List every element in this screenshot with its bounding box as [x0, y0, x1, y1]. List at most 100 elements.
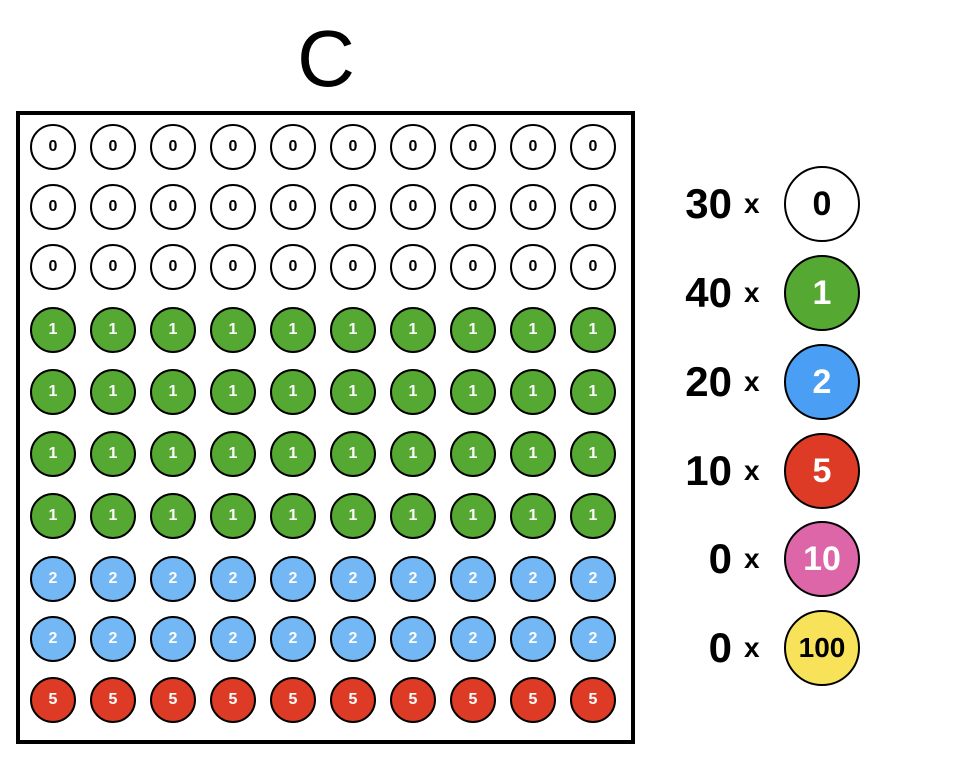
legend-ball-1: 1 [784, 255, 860, 331]
ball-2: 2 [390, 556, 436, 602]
ball-1: 1 [90, 307, 136, 353]
ball-1: 1 [450, 307, 496, 353]
ball-2: 2 [390, 616, 436, 662]
legend-row: 10 x 5 [660, 433, 865, 509]
ball-5: 5 [270, 677, 316, 723]
ball-1: 1 [90, 431, 136, 477]
legend-count: 20 [685, 358, 732, 405]
ball-2: 2 [210, 616, 256, 662]
legend-row: 40 x 1 [660, 255, 865, 331]
ball-0: 0 [570, 184, 616, 230]
ball-5: 5 [30, 677, 76, 723]
ball-2: 2 [510, 616, 556, 662]
legend-count: 40 [685, 269, 732, 316]
ball-5: 5 [570, 677, 616, 723]
ball-0: 0 [510, 124, 556, 170]
ball-2: 2 [510, 556, 556, 602]
legend-row: 0 x 100 [660, 610, 865, 686]
ball-2: 2 [30, 616, 76, 662]
ball-0: 0 [450, 124, 496, 170]
ball-5: 5 [510, 677, 556, 723]
ball-2: 2 [570, 556, 616, 602]
ball-1: 1 [30, 307, 76, 353]
ball-1: 1 [270, 369, 316, 415]
ball-1: 1 [150, 369, 196, 415]
ball-2: 2 [330, 556, 376, 602]
ball-1: 1 [90, 493, 136, 539]
ball-1: 1 [30, 493, 76, 539]
legend-times-sign: x [744, 188, 760, 219]
ball-1: 1 [450, 431, 496, 477]
legend-times-sign: x [744, 277, 760, 308]
legend-count: 10 [685, 447, 732, 494]
ball-1: 1 [210, 493, 256, 539]
ball-1: 1 [330, 369, 376, 415]
legend-times-sign: x [744, 455, 760, 486]
ball-0: 0 [450, 244, 496, 290]
legend-ball-5: 5 [784, 433, 860, 509]
ball-1: 1 [390, 307, 436, 353]
ball-1: 1 [510, 431, 556, 477]
legend-ball-0: 0 [784, 166, 860, 242]
ball-1: 1 [390, 369, 436, 415]
ball-1: 1 [570, 307, 616, 353]
ball-0: 0 [510, 184, 556, 230]
ball-2: 2 [570, 616, 616, 662]
ball-1: 1 [30, 369, 76, 415]
ball-1: 1 [150, 307, 196, 353]
ball-1: 1 [330, 493, 376, 539]
ball-2: 2 [450, 556, 496, 602]
legend-count: 0 [708, 624, 732, 671]
ball-1: 1 [570, 493, 616, 539]
legend-row: 30 x 0 [660, 166, 865, 242]
ball-0: 0 [270, 244, 316, 290]
ball-2: 2 [210, 556, 256, 602]
ball-0: 0 [330, 244, 376, 290]
ball-0: 0 [210, 244, 256, 290]
ball-0: 0 [210, 184, 256, 230]
ball-0: 0 [330, 124, 376, 170]
ball-0: 0 [150, 124, 196, 170]
ball-1: 1 [330, 307, 376, 353]
ball-5: 5 [450, 677, 496, 723]
ball-2: 2 [270, 616, 316, 662]
ball-0: 0 [270, 124, 316, 170]
ball-0: 0 [150, 184, 196, 230]
ball-0: 0 [570, 244, 616, 290]
legend-times-sign: x [744, 632, 760, 663]
page-title: C [297, 14, 355, 103]
ball-1: 1 [30, 431, 76, 477]
ball-2: 2 [90, 616, 136, 662]
legend-row: 0 x 10 [660, 521, 865, 597]
ball-1: 1 [210, 431, 256, 477]
ball-2: 2 [330, 616, 376, 662]
ball-1: 1 [270, 431, 316, 477]
ball-2: 2 [150, 556, 196, 602]
ball-2: 2 [30, 556, 76, 602]
ball-0: 0 [450, 184, 496, 230]
ball-1: 1 [510, 369, 556, 415]
ball-5: 5 [390, 677, 436, 723]
ball-1: 1 [330, 431, 376, 477]
ball-2: 2 [270, 556, 316, 602]
ball-1: 1 [450, 493, 496, 539]
ball-1: 1 [390, 431, 436, 477]
ball-0: 0 [390, 124, 436, 170]
ball-2: 2 [90, 556, 136, 602]
ball-1: 1 [270, 307, 316, 353]
ball-0: 0 [210, 124, 256, 170]
legend-ball-100: 100 [784, 610, 860, 686]
ball-1: 1 [210, 369, 256, 415]
ball-1: 1 [570, 369, 616, 415]
legend-row: 20 x 2 [660, 344, 865, 420]
ball-0: 0 [150, 244, 196, 290]
ball-0: 0 [30, 184, 76, 230]
ball-2: 2 [150, 616, 196, 662]
legend-count: 0 [708, 535, 732, 582]
ball-1: 1 [210, 307, 256, 353]
ball-0: 0 [570, 124, 616, 170]
ball-0: 0 [90, 124, 136, 170]
legend-times-sign: x [744, 543, 760, 574]
ball-5: 5 [210, 677, 256, 723]
